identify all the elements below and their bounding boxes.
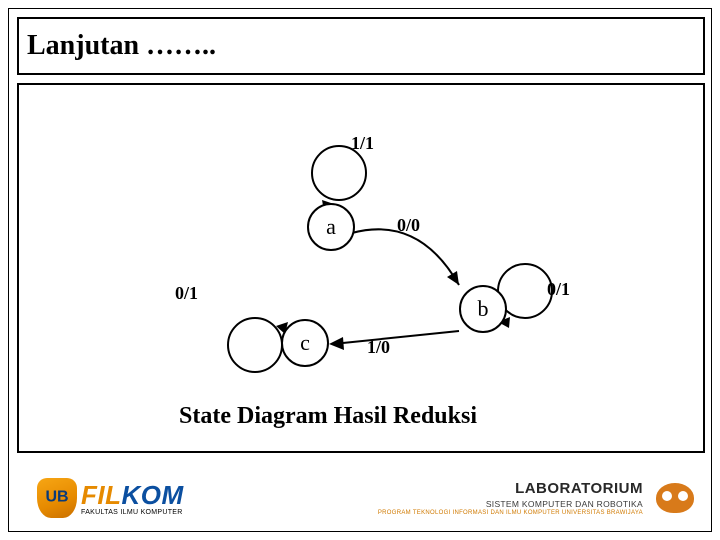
lab-logo: LABORATORIUM SISTEM KOMPUTER DAN ROBOTIK… [378, 480, 695, 516]
lab-prog: PROGRAM TEKNOLOGI INFORMASI DAN ILMU KOM… [378, 510, 643, 516]
label-loop-b: 0/1 [547, 279, 570, 300]
title-box: Lanjutan …….. [17, 17, 705, 75]
lab-sub: SISTEM KOMPUTER DAN ROBOTIKA [378, 499, 643, 509]
filkom-fil: FIL [81, 480, 122, 510]
filkom-wordmark: FILKOM [81, 480, 184, 511]
footer: FILKOM FAKULTAS ILMU KOMPUTER LABORATORI… [9, 465, 711, 531]
content-box: a b c 1/1 0/1 0/1 0/0 1/0 State Diagram … [17, 83, 705, 453]
filkom-logo: FILKOM FAKULTAS ILMU KOMPUTER [37, 478, 184, 518]
node-c-label: c [300, 330, 310, 356]
state-diagram: a b c 1/1 0/1 0/1 0/0 1/0 State Diagram … [19, 85, 703, 451]
diagram-caption: State Diagram Hasil Reduksi [179, 403, 477, 430]
filkom-sub: FAKULTAS ILMU KOMPUTER [81, 509, 184, 516]
node-a: a [307, 203, 355, 251]
node-b-label: b [478, 296, 489, 322]
node-a-label: a [326, 214, 336, 240]
label-b-to-c: 1/0 [367, 337, 390, 358]
slide-title: Lanjutan …….. [27, 30, 216, 62]
label-loop-c: 0/1 [175, 283, 198, 304]
filkom-kom: KOM [122, 480, 184, 510]
node-b: b [459, 285, 507, 333]
slide-frame: Lanjutan …….. [8, 8, 712, 532]
label-a-to-b: 0/0 [397, 215, 420, 236]
node-c: c [281, 319, 329, 367]
label-loop-a: 1/1 [351, 133, 374, 154]
lab-title: LABORATORIUM [378, 480, 643, 497]
ub-badge-icon [37, 478, 77, 518]
mascot-icon [655, 481, 695, 515]
